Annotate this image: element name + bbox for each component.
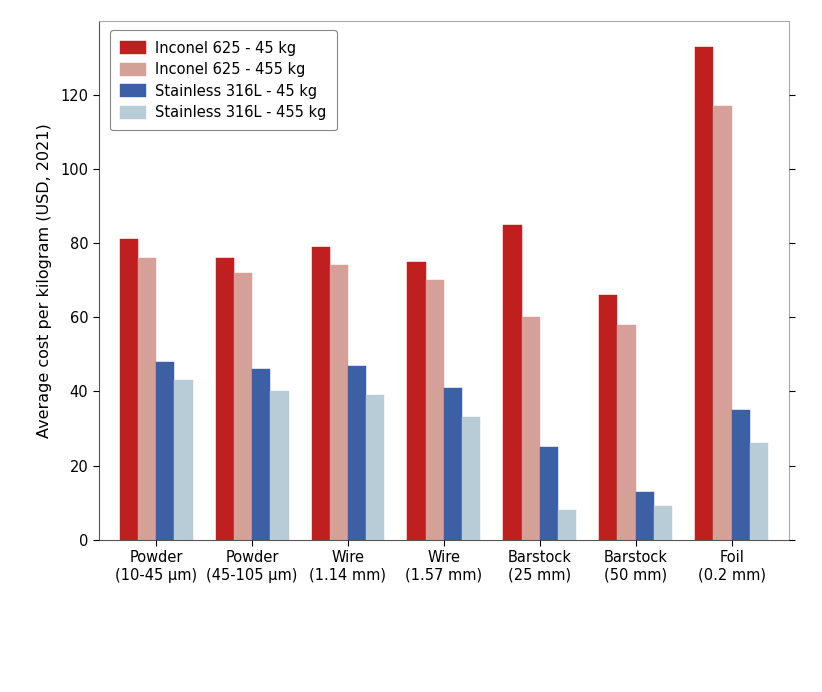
- Bar: [174, 381, 192, 540]
- Bar: [521, 318, 540, 540]
- Bar: [120, 239, 138, 540]
- Bar: [732, 410, 750, 540]
- Bar: [252, 370, 270, 540]
- Y-axis label: Average cost per kilogram (USD, 2021): Average cost per kilogram (USD, 2021): [37, 123, 52, 437]
- Bar: [215, 258, 233, 540]
- Bar: [599, 295, 617, 540]
- Bar: [713, 106, 732, 540]
- Bar: [312, 247, 330, 540]
- Bar: [366, 395, 385, 540]
- Bar: [503, 225, 521, 540]
- Bar: [558, 510, 576, 540]
- Bar: [750, 444, 768, 540]
- Legend: Inconel 625 - 45 kg, Inconel 625 - 455 kg, Stainless 316L - 45 kg, Stainless 316: Inconel 625 - 45 kg, Inconel 625 - 455 k…: [110, 30, 337, 130]
- Bar: [540, 447, 558, 540]
- Bar: [462, 417, 480, 540]
- Bar: [617, 325, 635, 540]
- Bar: [330, 266, 348, 540]
- Bar: [635, 491, 654, 540]
- Bar: [654, 507, 672, 540]
- Bar: [408, 262, 426, 540]
- Bar: [270, 392, 289, 540]
- Bar: [233, 273, 252, 540]
- Bar: [426, 280, 444, 540]
- Bar: [156, 362, 174, 540]
- Bar: [444, 388, 462, 540]
- Bar: [695, 47, 713, 540]
- Bar: [348, 365, 366, 540]
- Bar: [138, 258, 156, 540]
